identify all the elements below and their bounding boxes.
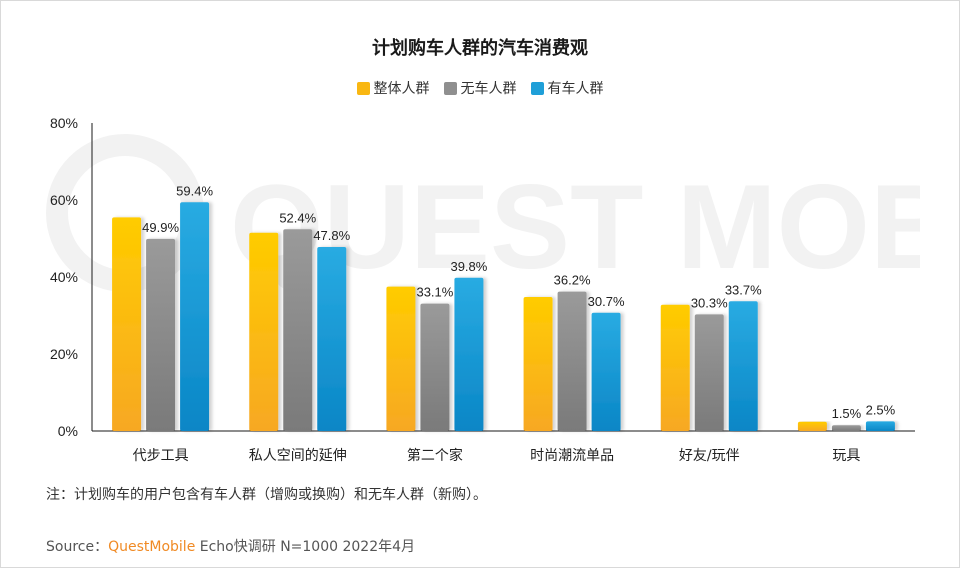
chart-title: 计划购车人群的汽车消费观: [372, 38, 588, 59]
source-brand: QuestMobile: [108, 539, 196, 555]
source-line: Source：QuestMobile Echo快调研 N=1000 2022年4…: [46, 536, 415, 556]
data-label: 49.9%: [142, 220, 179, 235]
x-category-label: 好友/玩伴: [679, 448, 740, 464]
bar-overall: [523, 297, 553, 431]
y-tick-label: 40%: [50, 269, 78, 285]
x-category-label: 私人空间的延伸: [249, 448, 347, 464]
data-label: 52.4%: [279, 210, 316, 225]
bar-no-car: [831, 425, 861, 431]
legend-item-overall: 整体人群: [356, 78, 430, 98]
data-label: 30.3%: [691, 295, 728, 310]
legend-item-has-car: 有车人群: [530, 78, 604, 98]
bar-has-car: [317, 246, 347, 431]
data-label: 33.1%: [416, 285, 453, 300]
bar-has-car: [865, 421, 895, 431]
bar-has-car: [180, 202, 210, 431]
data-label: 2.5%: [866, 402, 896, 417]
bar-no-car: [694, 314, 724, 431]
data-label: 30.7%: [588, 294, 625, 309]
legend-label-has-car: 有车人群: [547, 81, 604, 97]
bar-chart: 0% 20% 40% 60% 80% 49.9% 59.4% 代步工具 52.4% 47.8% 私人…: [50, 115, 915, 464]
bar-has-car: [454, 277, 484, 431]
bar-has-car: [728, 301, 758, 431]
bar-no-car: [283, 229, 313, 431]
legend-label-no-car: 无车人群: [460, 81, 517, 97]
data-label: 1.5%: [832, 406, 862, 421]
bar-has-car: [591, 312, 621, 431]
y-tick-label: 60%: [50, 192, 78, 208]
source-suffix: Echo快调研 N=1000 2022年4月: [195, 539, 416, 555]
x-category-label: 时尚潮流单品: [530, 448, 614, 464]
y-tick-label: 80%: [50, 115, 78, 131]
y-tick-label: 20%: [50, 346, 78, 362]
legend-swatch-overall: [356, 81, 370, 95]
data-label: 33.7%: [725, 282, 762, 297]
x-category-label: 代步工具: [133, 448, 189, 464]
legend-swatch-no-car: [443, 81, 457, 95]
data-label: 36.2%: [554, 273, 591, 288]
legend-label-overall: 整体人群: [373, 81, 430, 97]
footnote: 注：计划购车的用户包含有车人群（增购或换购）和无车人群（新购）。: [46, 487, 487, 503]
bar-overall: [797, 421, 827, 431]
x-category-label: 玩具: [832, 448, 860, 464]
legend-swatch-has-car: [530, 81, 544, 95]
x-category-label: 第二个家: [407, 447, 463, 464]
data-label: 47.8%: [313, 228, 350, 243]
source-prefix: Source：: [46, 539, 109, 555]
bar-overall: [660, 304, 690, 431]
data-label: 59.4%: [176, 183, 213, 198]
data-label: 39.8%: [450, 259, 487, 274]
bar-overall: [386, 286, 416, 431]
bar-overall: [112, 217, 142, 431]
legend-item-no-car: 无车人群: [443, 78, 517, 98]
bar-overall: [249, 232, 279, 431]
bar-no-car: [420, 303, 450, 431]
bar-no-car: [146, 238, 176, 431]
y-tick-label: 0%: [58, 423, 78, 439]
chart-legend: 整体人群 无车人群 有车人群: [0, 78, 960, 98]
bar-no-car: [557, 291, 587, 431]
